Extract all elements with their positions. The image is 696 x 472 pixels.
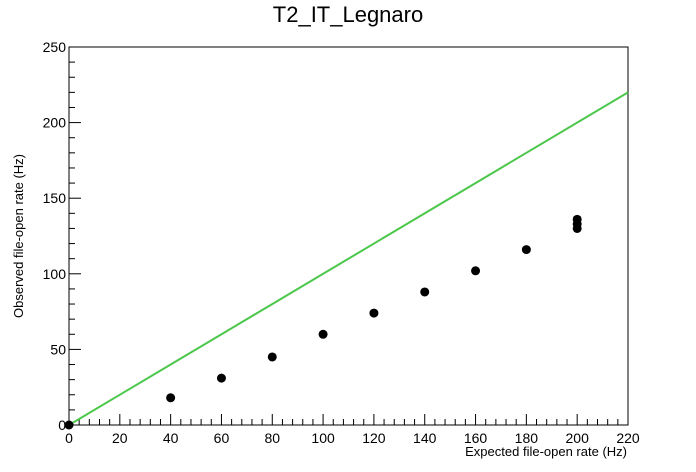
x-tick-label: 140 [413, 430, 437, 446]
x-tick-label: 220 [616, 430, 640, 446]
x-tick-label: 200 [566, 430, 590, 446]
y-tick-label: 250 [43, 39, 67, 55]
data-point [572, 214, 582, 224]
x-tick-label: 0 [65, 430, 73, 446]
data-point [471, 266, 481, 276]
y-axis: 0 50 100 150 200 250 [43, 39, 81, 433]
y-tick-label: 100 [43, 266, 67, 282]
data-point [369, 308, 379, 318]
data-point [216, 373, 226, 383]
x-tick-label: 100 [311, 430, 335, 446]
reference-line [68, 91, 629, 426]
data-point [521, 245, 531, 255]
data-point [318, 329, 328, 339]
x-tick-label: 40 [163, 430, 179, 446]
plot-frame [68, 46, 629, 426]
chart-title: T2_IT_Legnaro [273, 2, 423, 27]
data-point [267, 352, 277, 362]
series-layer [64, 91, 629, 430]
data-point [420, 287, 430, 297]
x-tick-label: 120 [362, 430, 386, 446]
x-axis: 0 20 40 60 80 100 120 140 160 180 200 220 [65, 414, 640, 446]
y-tick-label: 0 [58, 417, 66, 433]
y-tick-label: 50 [50, 341, 66, 357]
x-tick-label: 60 [214, 430, 230, 446]
y-tick-label: 150 [43, 190, 67, 206]
x-tick-label: 80 [264, 430, 280, 446]
data-point [64, 420, 74, 430]
x-tick-label: 20 [112, 430, 128, 446]
x-tick-label: 180 [515, 430, 539, 446]
x-axis-title: Expected file-open rate (Hz) [465, 444, 627, 459]
x-tick-label: 160 [464, 430, 488, 446]
data-point [166, 393, 176, 403]
y-tick-label: 200 [43, 115, 67, 131]
y-axis-title: Observed file-open rate (Hz) [11, 154, 26, 318]
